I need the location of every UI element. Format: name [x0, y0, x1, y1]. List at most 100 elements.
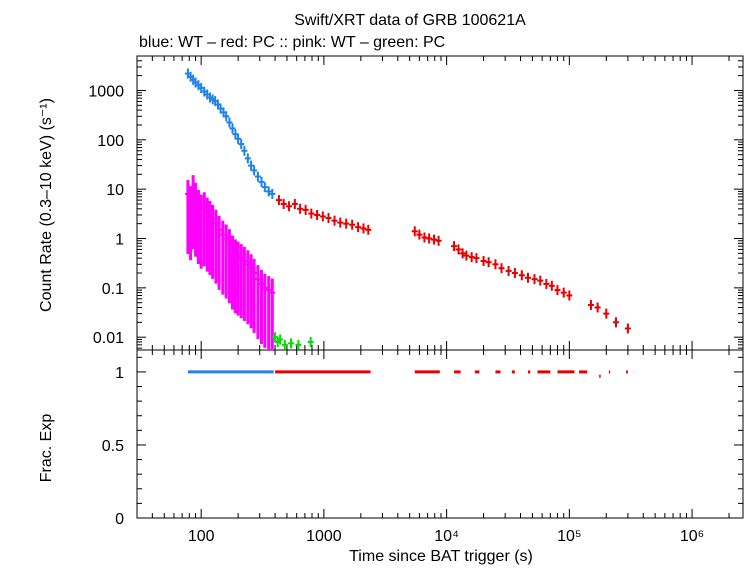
data-point — [360, 223, 367, 234]
data-point — [238, 139, 245, 150]
frac-exp-y-axis-label: Frac. Exp — [38, 414, 55, 483]
rate-y-tick-label: 1000 — [88, 83, 124, 100]
data-point — [307, 336, 314, 347]
plot-layer: 100 1000 10⁴ 10⁵ 10⁶ 0.01 0.1 1 10 100 1000 0 0.5 1 — [88, 55, 744, 545]
data-point — [492, 259, 499, 270]
data-point — [244, 153, 251, 164]
x-tick-label: 10⁵ — [557, 528, 581, 545]
rate-panel-frame — [136, 55, 744, 351]
data-point — [331, 215, 338, 226]
rate-data-group — [184, 68, 631, 350]
chart-subtitle: blue: WT – red: PC :: pink: WT – green: … — [139, 34, 445, 51]
data-point — [587, 299, 594, 310]
data-point — [511, 267, 518, 278]
data-point — [277, 334, 284, 345]
x-tick-label: 10⁶ — [680, 528, 704, 545]
data-point — [337, 217, 344, 228]
data-point — [459, 248, 466, 259]
data-point — [254, 265, 261, 340]
rate-y-axis-label-group: Count Rate (0.3–10 keV) (s⁻¹) — [38, 98, 55, 312]
rate-y-tick-label: 100 — [97, 133, 124, 150]
data-point — [554, 285, 561, 296]
data-point — [258, 176, 265, 187]
x-axis-label: Time since BAT trigger (s) — [349, 548, 533, 565]
data-point — [543, 278, 550, 289]
data-point — [198, 83, 205, 94]
data-point — [365, 224, 372, 235]
data-point — [241, 145, 248, 156]
data-point — [416, 229, 423, 240]
data-point — [435, 235, 442, 246]
data-point — [613, 317, 620, 328]
data-point — [251, 165, 258, 176]
data-point — [265, 276, 272, 350]
x-tick-label: 100 — [188, 528, 215, 545]
data-point — [463, 250, 470, 261]
data-point — [560, 287, 567, 298]
frac-y-tick-label: 0.5 — [102, 438, 124, 455]
x-tick-label: 1000 — [306, 528, 342, 545]
data-point — [537, 275, 544, 286]
data-point — [229, 123, 236, 134]
data-point — [261, 182, 268, 193]
data-point — [248, 160, 255, 171]
frac-y-tick-label: 1 — [115, 365, 124, 382]
data-point — [261, 273, 268, 348]
data-point — [216, 215, 223, 290]
data-point — [468, 252, 475, 263]
x-tick-label: 10⁴ — [434, 528, 459, 545]
rate-y-tick-label: 1 — [115, 232, 124, 249]
data-point — [254, 171, 261, 182]
data-point — [411, 226, 418, 237]
data-point — [269, 188, 276, 199]
data-point — [226, 117, 233, 128]
chart-title: Swift/XRT data of GRB 100621A — [294, 12, 526, 29]
data-point — [548, 280, 555, 291]
data-point — [624, 323, 631, 334]
data-point — [308, 208, 315, 219]
data-point — [343, 218, 350, 229]
rate-y-axis-label: Count Rate (0.3–10 keV) (s⁻¹) — [38, 98, 55, 312]
data-point — [594, 302, 601, 313]
data-point — [455, 244, 462, 255]
data-point — [288, 338, 295, 349]
data-point — [281, 339, 288, 350]
frac-y-tick-label: 0 — [115, 511, 124, 528]
data-point — [302, 204, 309, 215]
data-point — [531, 274, 538, 285]
data-point — [275, 195, 282, 206]
data-point — [355, 222, 362, 233]
data-point — [223, 111, 230, 122]
data-point — [291, 199, 298, 210]
data-point — [295, 339, 302, 350]
data-point — [518, 270, 525, 281]
data-point — [265, 186, 272, 197]
data-point — [498, 263, 505, 274]
data-point — [297, 203, 304, 214]
data-point — [325, 213, 332, 224]
data-point — [505, 265, 512, 276]
data-point — [485, 257, 492, 268]
data-point — [319, 211, 326, 222]
data-point — [524, 272, 531, 283]
data-point — [421, 232, 428, 243]
data-point — [431, 234, 438, 245]
data-point — [426, 233, 433, 244]
data-point — [451, 241, 458, 252]
data-point — [480, 256, 487, 267]
data-point — [286, 201, 293, 212]
data-point — [314, 209, 321, 220]
data-point — [235, 133, 242, 144]
data-point — [566, 290, 573, 301]
data-point — [603, 308, 610, 319]
data-point — [280, 199, 287, 210]
data-point — [473, 253, 480, 264]
rate-y-tick-label: 0.01 — [93, 330, 124, 347]
rate-y-tick-label: 0.1 — [102, 281, 124, 298]
frac-exp-panel-frame — [136, 349, 744, 519]
rate-y-tick-label: 10 — [106, 182, 124, 199]
data-point — [251, 258, 258, 333]
data-point — [349, 219, 356, 230]
